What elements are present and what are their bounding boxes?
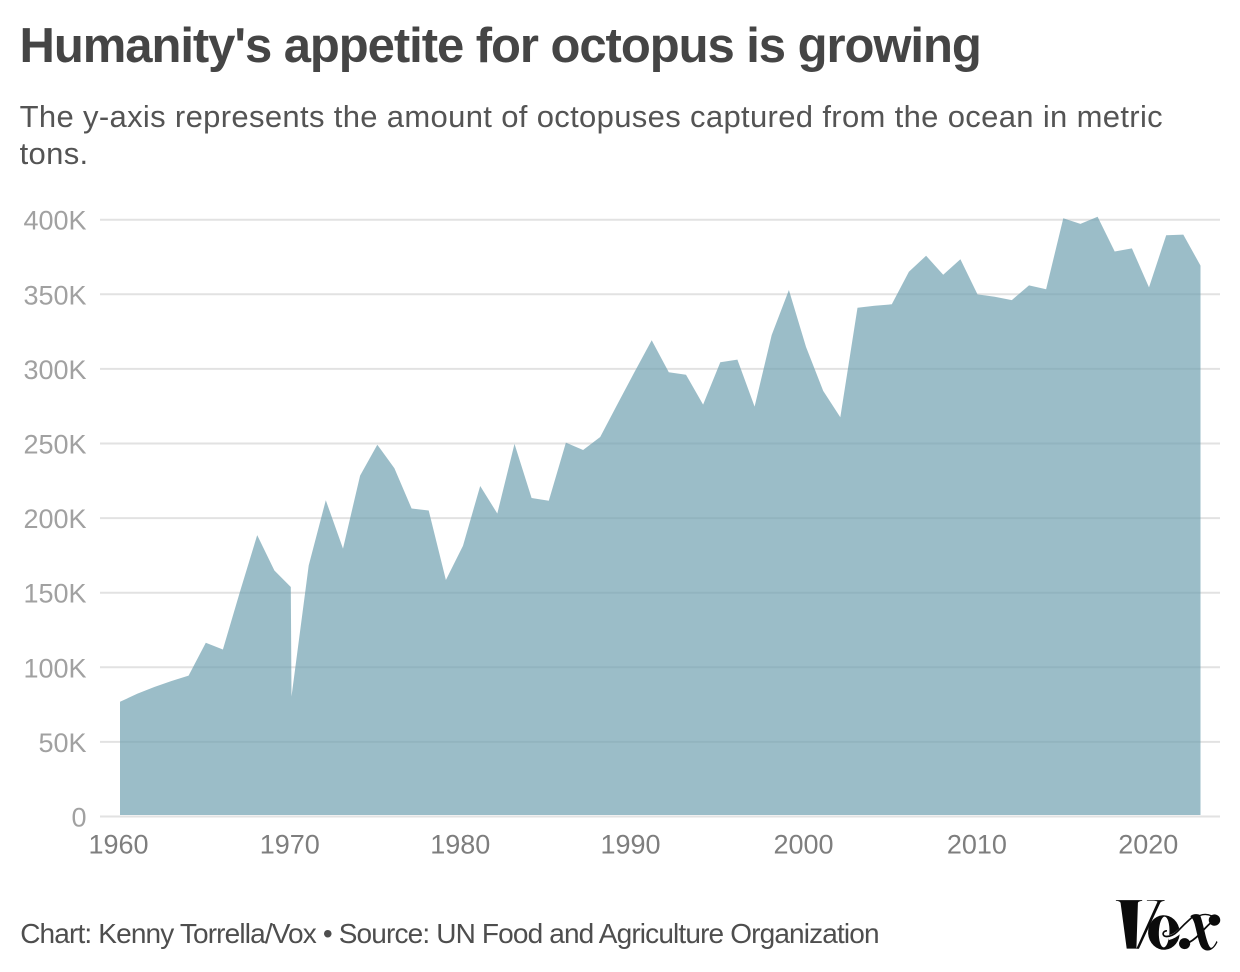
svg-text:1970: 1970 — [260, 830, 320, 860]
svg-text:2020: 2020 — [1118, 830, 1178, 860]
svg-text:0: 0 — [71, 803, 86, 833]
svg-text:50K: 50K — [38, 728, 86, 758]
svg-text:250K: 250K — [23, 430, 86, 460]
svg-text:1980: 1980 — [430, 830, 490, 860]
svg-text:100K: 100K — [23, 653, 86, 683]
svg-text:1990: 1990 — [600, 830, 660, 860]
svg-text:1960: 1960 — [88, 830, 148, 860]
svg-text:350K: 350K — [23, 280, 86, 310]
svg-text:200K: 200K — [23, 504, 86, 534]
svg-text:2010: 2010 — [947, 830, 1007, 860]
svg-text:300K: 300K — [23, 355, 86, 385]
svg-text:400K: 400K — [23, 206, 86, 236]
svg-text:2000: 2000 — [773, 830, 833, 860]
svg-text:150K: 150K — [23, 579, 86, 609]
